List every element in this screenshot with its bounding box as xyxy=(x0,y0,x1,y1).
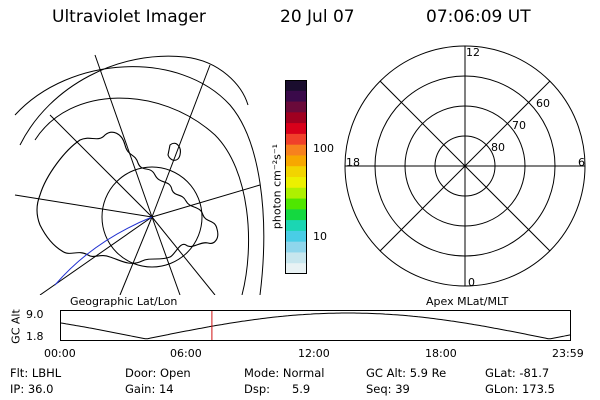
geographic-label: Geographic Lat/Lon xyxy=(70,295,178,308)
magnetic-polar-plot xyxy=(344,45,586,287)
glat-info: GLat: -81.7 xyxy=(485,366,550,380)
altitude-curve xyxy=(60,312,572,340)
time-label: 07:06:09 UT xyxy=(426,7,531,27)
colorbar-segment xyxy=(285,123,307,135)
geographic-map xyxy=(14,54,265,295)
colorbar-segment xyxy=(285,241,307,254)
colorbar-segment xyxy=(285,187,307,200)
mlt-label-0: 0 xyxy=(468,276,475,289)
altitude-xtick: 00:00 xyxy=(44,347,76,360)
mlat-label-70: 70 xyxy=(512,119,526,132)
colorbar-segment xyxy=(285,133,307,146)
colorbar-segment xyxy=(285,252,307,264)
mlt-label-6: 6 xyxy=(578,156,585,169)
altitude-xtick: 18:00 xyxy=(425,347,457,360)
gc-alt-info: GC Alt: 5.9 Re xyxy=(366,366,447,380)
colorbar-segment xyxy=(285,90,307,103)
colorbar-segment xyxy=(285,112,307,124)
altitude-xtick: 12:00 xyxy=(298,347,330,360)
colorbar-segment xyxy=(285,155,307,167)
mode-info: Mode: Normal xyxy=(244,366,325,380)
gain-info: Gain: 14 xyxy=(125,382,174,396)
colorbar-segment xyxy=(285,101,307,113)
altitude-xtick: 06:00 xyxy=(170,347,202,360)
altitude-xtick: 23:59 xyxy=(552,347,584,360)
colorbar-segment xyxy=(285,144,307,157)
filter-info: Flt: LBHL xyxy=(10,366,62,380)
mlat-label-60: 60 xyxy=(536,97,550,110)
lat-circle xyxy=(14,66,265,295)
colorbar-segment xyxy=(285,220,307,232)
colorbar-tick-10: 10 xyxy=(313,230,327,243)
colorbar-segment xyxy=(285,80,307,92)
magnetic-label: Apex MLat/MLT xyxy=(426,295,509,308)
coastline xyxy=(167,142,181,161)
colorbar-unit-label: photon cm⁻²s⁻¹ xyxy=(270,143,284,230)
colorbar-segment xyxy=(285,209,307,221)
door-info: Door: Open xyxy=(125,366,191,380)
colorbar-segment xyxy=(285,177,307,189)
disk-edge xyxy=(19,55,249,146)
coastline xyxy=(36,131,219,264)
satellite-track xyxy=(54,216,153,286)
altitude-ylabel: GC Alt xyxy=(9,309,23,344)
mlat-label-80: 80 xyxy=(491,141,505,154)
altitude-ytick-min: 1.8 xyxy=(26,330,44,343)
altitude-plot xyxy=(60,310,572,341)
colorbar-segment xyxy=(285,263,307,274)
instrument-title: Ultraviolet Imager xyxy=(52,7,206,27)
date-label: 20 Jul 07 xyxy=(280,7,355,27)
colorbar-tick-100: 100 xyxy=(313,142,334,155)
colorbar-segment xyxy=(285,198,307,210)
mlt-label-18: 18 xyxy=(346,156,360,169)
colorbar xyxy=(285,80,307,274)
glon-info: GLon: 173.5 xyxy=(485,382,555,396)
lat-circle xyxy=(34,97,249,295)
colorbar-segment xyxy=(285,230,307,243)
seq-info: Seq: 39 xyxy=(366,382,410,396)
altitude-ytick-max: 9.0 xyxy=(26,308,44,321)
colorbar-segment xyxy=(285,166,307,178)
dsp-info: Dsp: 5.9 xyxy=(244,382,311,396)
lat-circle xyxy=(101,166,203,268)
ip-info: IP: 36.0 xyxy=(10,382,54,396)
mlt-label-12: 12 xyxy=(466,46,480,59)
